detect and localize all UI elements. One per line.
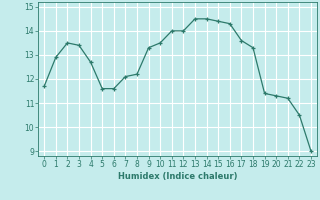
X-axis label: Humidex (Indice chaleur): Humidex (Indice chaleur): [118, 172, 237, 181]
